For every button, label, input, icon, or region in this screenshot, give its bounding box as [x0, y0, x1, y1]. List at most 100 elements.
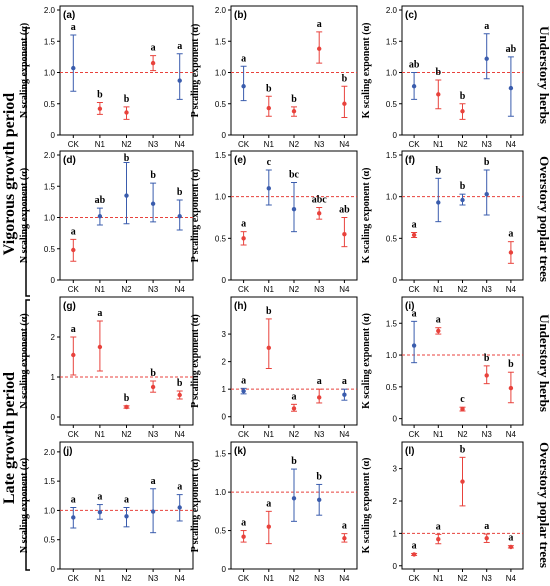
mean-point	[342, 536, 347, 541]
mean-point	[97, 214, 103, 219]
x-tick-label: N4	[506, 430, 517, 439]
x-tick-label: N2	[289, 285, 300, 294]
y-tick-label: 0.5	[215, 234, 227, 243]
mean-point	[266, 524, 271, 529]
x-tick-label: CK	[238, 574, 250, 583]
y-axis-label: P scaling exponent (α)	[190, 24, 201, 118]
x-tick-label: N1	[264, 285, 275, 294]
significance-letter: abc	[312, 195, 328, 206]
x-tick-label: CK	[238, 285, 250, 294]
y-tick-label: 0.5	[215, 100, 227, 109]
y-tick-label: 0.5	[44, 100, 56, 109]
mean-point	[150, 384, 156, 390]
significance-letter: b	[124, 94, 130, 105]
panel-letter: (a)	[63, 10, 75, 21]
y-tick-label: 1	[222, 385, 227, 394]
mean-point	[291, 496, 297, 501]
mean-point	[342, 392, 347, 397]
significance-letter: b	[291, 456, 297, 467]
x-tick-label: CK	[68, 140, 80, 149]
significance-letter: bc	[289, 170, 300, 181]
mean-point	[342, 101, 347, 106]
mean-point	[291, 206, 297, 212]
y-axis-label: K scaling exponent (α)	[361, 168, 372, 264]
mean-point	[317, 46, 322, 51]
x-tick-label: N3	[148, 285, 159, 294]
mean-point	[508, 385, 514, 391]
y-tick-label: 0	[393, 562, 398, 571]
mean-point	[71, 65, 76, 71]
significance-letter: a	[177, 41, 182, 52]
x-tick-label: CK	[68, 430, 80, 439]
significance-letter: a	[412, 540, 417, 551]
panel-letter: (k)	[234, 446, 246, 457]
panel-l: (l) K scaling exponent (α) 0 1 2 3 CK a N1 a N2 b N3…	[361, 441, 524, 583]
mean-point	[241, 84, 246, 89]
y-tick-label: 1.0	[386, 69, 398, 78]
x-tick-label: N2	[289, 430, 300, 439]
y-tick-label: 0.5	[44, 245, 56, 254]
significance-letter: a	[317, 19, 322, 30]
panel-k: (k) P scaling exponent (α) 0 0.5 1.0 1.5 CK a N1…	[190, 441, 358, 583]
mean-point	[97, 344, 103, 350]
y-tick-label: 2.0	[44, 151, 56, 160]
x-tick-label: N1	[264, 140, 275, 149]
panel-c: (c) K scaling exponent (α) 0 0.5 1.0 1.5 2.0 CK…	[361, 5, 524, 149]
panel-d: (d) N scaling exponent (α) 0 0.5 1.0 1.5 2.0 CK…	[19, 150, 194, 294]
mean-point	[436, 92, 441, 97]
y-tick-label: 1.0	[215, 193, 227, 202]
mean-point	[436, 328, 441, 334]
significance-letter: a	[292, 391, 297, 402]
y-tick-label: 0	[51, 131, 56, 140]
mean-point	[436, 200, 441, 205]
x-tick-label: N4	[339, 285, 350, 294]
mean-point	[460, 197, 465, 203]
significance-letter: ab	[409, 60, 420, 71]
x-tick-label: N3	[314, 574, 325, 583]
significance-letter: a	[412, 220, 417, 231]
x-tick-label: CK	[68, 285, 80, 294]
y-tick-label: 1.0	[386, 193, 398, 202]
y-tick-label: 0	[393, 131, 398, 140]
x-tick-label: N3	[482, 140, 493, 149]
mean-point	[508, 544, 514, 550]
panel-f: (f) K scaling exponent (α) 0 0.5 1.0 1.5 CK a N1…	[361, 150, 524, 294]
significance-letter: ab	[95, 195, 106, 206]
mean-point	[460, 109, 465, 114]
panel-letter: (j)	[63, 446, 72, 457]
side-label-row-2: Overstory poplar trees	[537, 156, 550, 282]
significance-letter: b	[460, 181, 466, 192]
mean-point	[150, 509, 156, 514]
mean-point	[241, 236, 246, 241]
significance-letter: b	[124, 153, 130, 164]
x-tick-label: N2	[121, 430, 132, 439]
x-tick-label: N1	[433, 574, 444, 583]
significance-letter: a	[241, 518, 246, 529]
x-tick-label: CK	[68, 574, 80, 583]
significance-letter: b	[484, 353, 490, 364]
significance-letter: b	[316, 471, 322, 482]
y-tick-label: 2.0	[386, 6, 398, 15]
panel-frame	[401, 150, 524, 281]
y-axis-label: N scaling exponent (α)	[19, 168, 30, 263]
y-tick-label: 1.0	[44, 506, 56, 515]
y-tick-label: 1.5	[215, 151, 227, 160]
mean-point	[436, 537, 441, 542]
mean-point	[484, 536, 489, 541]
y-tick-label: 1.0	[386, 351, 398, 360]
significance-letter: b	[177, 187, 183, 198]
y-tick-label: 0	[222, 276, 227, 285]
mean-point	[411, 552, 417, 557]
mean-point	[411, 84, 417, 89]
significance-letter: a	[177, 482, 182, 493]
mean-point	[411, 232, 417, 238]
mean-point	[97, 106, 103, 111]
x-tick-label: CK	[238, 430, 250, 439]
y-axis-label: N scaling exponent (α)	[19, 458, 30, 553]
mean-point	[291, 109, 297, 114]
x-tick-label: N3	[148, 140, 159, 149]
mean-point	[266, 345, 271, 351]
y-tick-label: 1.0	[215, 488, 227, 497]
y-axis-label: N scaling exponent (α)	[19, 313, 30, 408]
